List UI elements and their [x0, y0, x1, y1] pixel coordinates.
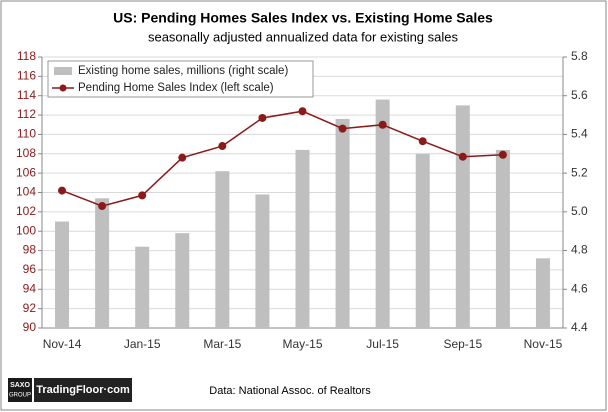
bar [135, 246, 150, 328]
bar [455, 105, 470, 329]
y2-tick-label: 4.8 [571, 243, 588, 257]
y2-tick-label: 5.4 [571, 127, 588, 141]
chart-title: US: Pending Homes Sales Index vs. Existi… [113, 10, 493, 26]
y2-tick-label: 4.4 [571, 320, 588, 334]
point [378, 120, 387, 129]
legend-swatch [59, 84, 67, 92]
y-tick-label: 92 [23, 301, 37, 315]
point [458, 152, 467, 161]
point [418, 137, 427, 146]
y-tick-label: 110 [17, 127, 36, 141]
x-tick-label: Nov-14 [43, 337, 82, 351]
y-tick-label: 118 [17, 49, 36, 63]
y-tick-label: 100 [16, 223, 36, 237]
point [338, 124, 347, 133]
y-tick-label: 96 [23, 262, 37, 276]
legend-swatch [54, 67, 72, 75]
chart-subtitle: seasonally adjusted annualized data for … [148, 29, 459, 44]
bar [375, 99, 390, 328]
y2-tick-label: 5.0 [571, 204, 588, 218]
bar [535, 258, 550, 328]
legend-box [47, 60, 314, 98]
brand: TradingFloor·com [36, 384, 130, 396]
y-tick-label: 102 [16, 204, 36, 218]
x-tick-label: Sep-15 [443, 337, 482, 351]
x-tick-label: May-15 [282, 337, 322, 351]
point [98, 202, 107, 211]
bar [95, 198, 110, 328]
bar [215, 171, 230, 328]
y2-tick-label: 5.2 [571, 165, 588, 179]
brand-box [34, 378, 132, 402]
y-tick-label: 106 [16, 165, 36, 179]
point [298, 107, 307, 116]
bar [335, 118, 350, 328]
bar [55, 221, 70, 328]
point [498, 150, 507, 159]
y-tick-label: 104 [16, 185, 36, 199]
logo-top: SAXO [10, 382, 30, 389]
point [218, 142, 227, 151]
y-tick-label: 114 [17, 88, 36, 102]
logo-bottom: GROUP [9, 393, 31, 399]
y-tick-label: 116 [17, 69, 36, 83]
bar [495, 149, 510, 328]
bar [255, 194, 270, 328]
y2-tick-label: 5.8 [571, 49, 588, 63]
bar [295, 149, 310, 328]
logo-box [8, 378, 32, 402]
point [138, 191, 147, 200]
line [61, 110, 503, 207]
legend-label: Existing home sales, millions (right sca… [78, 65, 288, 77]
x-tick-label: Jan-15 [124, 337, 161, 351]
point [58, 186, 67, 195]
x-tick-label: Jul-15 [366, 337, 399, 351]
x-tick-label: Nov-15 [524, 337, 563, 351]
point [178, 153, 187, 162]
legend-label: Pending Home Sales Index (left scale) [78, 82, 274, 94]
point [258, 113, 267, 122]
y-tick-label: 98 [23, 243, 37, 257]
y2-tick-label: 5.6 [571, 88, 588, 102]
y-tick-label: 112 [17, 107, 36, 121]
y-tick-label: 90 [23, 320, 37, 334]
y-tick-label: 108 [16, 146, 36, 160]
bar [175, 233, 190, 328]
y2-tick-label: 4.6 [571, 281, 588, 295]
x-tick-label: Mar-15 [203, 337, 241, 351]
bar [415, 153, 430, 328]
y-tick-label: 94 [23, 281, 37, 295]
source: Data: National Assoc. of Realtors [209, 385, 371, 397]
